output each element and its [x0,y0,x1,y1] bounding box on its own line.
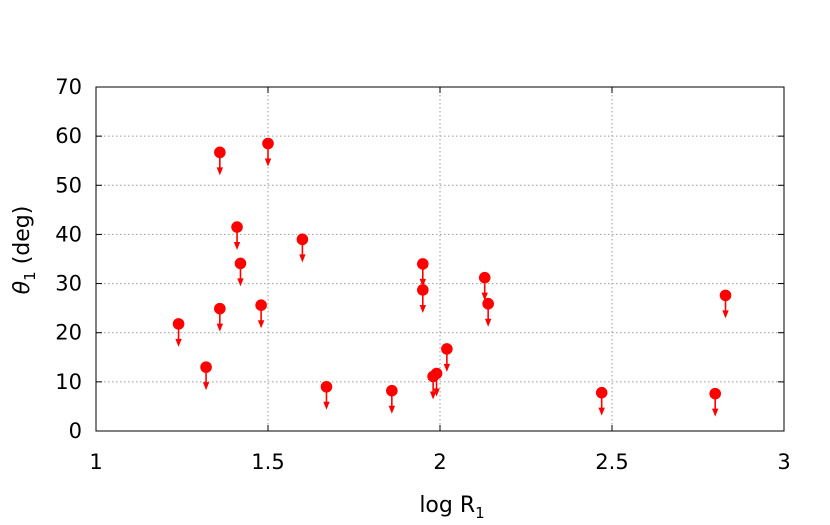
data-point [386,384,398,414]
upper-limit-arrowhead [216,323,224,332]
upper-limit-arrowhead [481,292,488,301]
y-tick-label: 40 [55,222,82,246]
y-tick-label: 70 [55,75,82,99]
upper-limit-arrowhead [175,338,182,347]
x-tick-labels: 1 1.5 2 2.5 3 [89,450,790,474]
data-point [255,299,267,329]
data-points [172,137,732,417]
y-axis-label-units: (deg) [10,206,35,272]
upper-limit-arrowhead [388,405,396,414]
point-marker [296,233,309,246]
y-axis-label-main: θ [10,280,35,294]
point-marker [234,257,247,270]
point-marker [417,284,429,296]
point-marker [255,299,267,311]
data-point [441,343,453,372]
upper-limit-arrowhead [419,278,426,287]
data-point [320,380,333,410]
data-point [482,297,494,327]
upper-limit-arrowhead [598,407,605,416]
y-tick-label: 30 [55,272,82,296]
upper-limit-arrowhead [433,388,440,397]
upper-limit-arrowhead [216,167,224,176]
upper-limit-arrowhead [264,158,272,167]
point-marker [430,367,443,380]
data-point [478,271,491,301]
x-tick-label: 3 [777,450,790,474]
grid [96,87,784,431]
x-tick-label: 1 [89,450,102,474]
y-axis-label-subscript: 1 [21,271,39,281]
axis-ticks [95,86,785,432]
data-point [296,233,309,263]
data-point [231,221,243,251]
data-point [172,318,185,347]
upper-limit-arrowhead [257,320,265,329]
point-marker [709,387,721,400]
data-point [234,257,247,287]
x-tick-label: 1.5 [251,450,284,474]
upper-limit-arrowhead [712,408,719,417]
point-marker [441,343,453,355]
x-tick-label: 2.5 [595,450,628,474]
data-point [595,386,608,416]
upper-limit-arrowhead [233,242,241,251]
data-point [262,137,274,167]
point-marker [231,221,243,233]
upper-limit-arrowhead [722,310,729,319]
point-marker [214,146,226,159]
upper-limit-arrowhead [484,318,492,327]
point-marker [719,289,732,302]
data-point [709,387,721,417]
point-marker [417,258,429,270]
point-marker [200,361,212,373]
point-marker [478,271,491,284]
upper-limit-arrowhead [419,304,426,313]
upper-limit-arrowhead [443,363,451,372]
data-point [214,146,226,176]
y-axis-label: θ1 (deg) [10,206,39,295]
upper-limit-arrowhead [237,278,244,287]
data-point [214,302,226,332]
y-tick-labels: 0 10 20 30 40 50 60 70 [55,75,82,443]
point-marker [482,297,494,310]
x-axis-label-main: log R [419,493,475,518]
upper-limit-arrowhead [202,382,210,391]
y-tick-label: 0 [69,419,82,443]
point-marker [320,380,333,393]
point-marker [386,384,398,397]
x-axis-label: log R1 [419,493,484,522]
point-marker [172,318,185,330]
y-tick-label: 10 [55,370,82,394]
upper-limit-arrowhead [323,401,330,410]
y-tick-label: 20 [55,321,82,345]
y-tick-label: 50 [55,173,82,197]
x-tick-label: 2 [433,450,446,474]
point-marker [262,137,274,150]
point-marker [595,386,608,399]
data-point [430,367,443,397]
point-marker [214,302,226,315]
data-point [719,289,732,319]
data-point [417,284,429,313]
y-tick-label: 60 [55,124,82,148]
upper-limit-arrowhead [429,391,437,400]
data-point [200,361,212,391]
x-axis-label-subscript: 1 [475,504,485,522]
data-point [417,258,429,287]
upper-limit-arrowhead [299,254,306,263]
